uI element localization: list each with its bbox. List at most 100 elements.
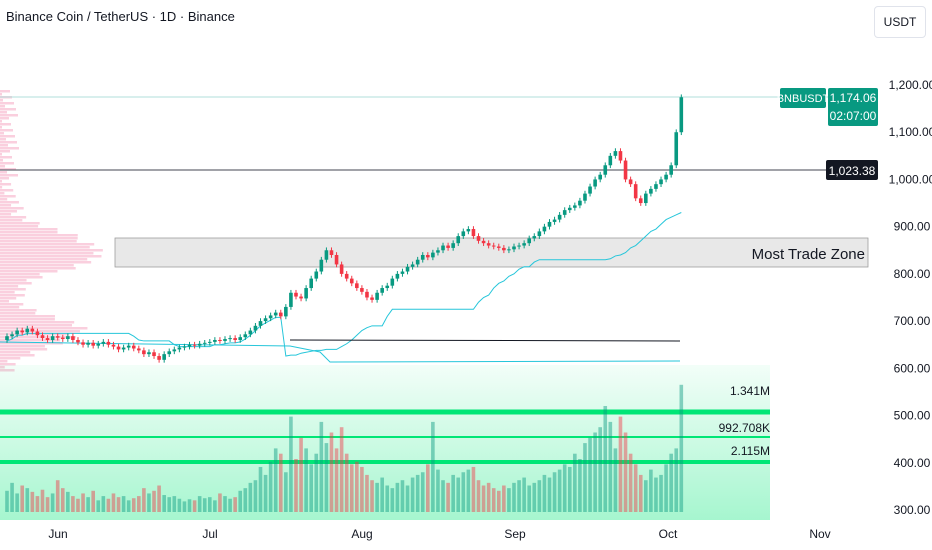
volume-bar <box>273 448 278 512</box>
volume-bar <box>669 453 673 512</box>
price-axis[interactable]: 1,200.00 1,100.00 1,000.00 900.00 800.00 700.… <box>889 78 932 517</box>
volume-bar <box>481 485 486 512</box>
candle-body <box>410 264 415 267</box>
price-tick: 600.00 <box>894 361 931 375</box>
candle-body <box>167 351 172 355</box>
candle-body <box>573 205 577 208</box>
volume-bar <box>147 493 151 512</box>
volume-bars <box>5 384 684 512</box>
candle-body <box>390 278 395 286</box>
profile-bar <box>0 90 10 93</box>
candle-body <box>446 245 450 248</box>
volume-bar <box>35 496 40 512</box>
time-axis[interactable]: Jun Jul Aug Sep Oct Nov <box>48 527 830 541</box>
volume-bar <box>370 480 374 512</box>
candle-body <box>91 342 95 346</box>
candle-body <box>111 344 116 347</box>
profile-bar <box>0 255 102 258</box>
candle-body <box>309 278 313 289</box>
profile-bar <box>0 315 55 318</box>
profile-bar <box>0 300 10 303</box>
volume-bar <box>324 443 329 512</box>
profile-bar <box>0 186 3 189</box>
volume-bar <box>507 488 511 512</box>
volume-bar <box>334 448 339 512</box>
candle-body <box>324 250 329 260</box>
volume-bar <box>157 485 161 512</box>
candle-body <box>542 226 547 232</box>
profile-bar <box>0 252 94 255</box>
profile-bar <box>0 321 75 324</box>
candle-body <box>491 245 496 247</box>
candle-body <box>339 264 344 274</box>
profile-bar <box>0 333 70 336</box>
last-price: 1,174.06 <box>830 91 877 105</box>
volume-bar <box>263 474 268 512</box>
profile-bar <box>0 363 16 366</box>
volume-bar <box>623 432 628 512</box>
candle-body <box>182 346 187 348</box>
candle-body <box>674 132 679 166</box>
candle-body <box>456 236 461 244</box>
volume-bar <box>547 477 552 512</box>
candle-body <box>618 151 623 161</box>
chart-title: Binance Coin / TetherUS · 1D · Binance <box>6 9 235 24</box>
volume-bar <box>603 406 608 512</box>
profile-bar <box>0 198 8 201</box>
profile-bar <box>0 150 11 153</box>
candle-body <box>481 240 486 244</box>
candle-body <box>360 288 364 292</box>
profile-bar <box>0 279 27 282</box>
volume-bar <box>532 482 537 512</box>
volume-bar <box>415 474 420 512</box>
candle-body <box>562 210 567 215</box>
currency-button[interactable]: USDT <box>874 6 926 38</box>
candle-body <box>679 97 684 133</box>
volume-bar <box>618 416 623 512</box>
candle-body <box>192 344 197 346</box>
candle-body <box>436 250 440 253</box>
profile-bar <box>0 306 20 309</box>
profile-bar <box>0 153 2 156</box>
candle-body <box>608 155 613 166</box>
candle-body <box>228 338 232 340</box>
volume-bar <box>502 485 506 512</box>
candle-body <box>71 336 75 340</box>
volume-bar <box>654 477 658 512</box>
candle-body <box>415 259 420 265</box>
volume-bar <box>71 496 75 512</box>
candle-body <box>380 288 384 293</box>
candle-body <box>375 292 379 300</box>
volume-bar <box>304 448 308 512</box>
candle-body <box>344 273 349 279</box>
trend-line-lower <box>0 341 681 363</box>
price-tick: 1,000.00 <box>889 172 932 186</box>
profile-bar <box>0 261 92 264</box>
candle-body <box>431 252 435 258</box>
volume-bar <box>106 498 111 512</box>
candle-body <box>507 249 511 251</box>
profile-bar <box>0 126 2 129</box>
profile-bar <box>0 210 17 213</box>
volume-bar <box>30 491 35 512</box>
candle-body <box>486 243 491 246</box>
volume-bar <box>116 497 121 512</box>
candle-body <box>578 200 582 206</box>
profile-bar <box>0 147 20 150</box>
profile-bar <box>0 111 7 114</box>
volume-bar <box>451 474 455 512</box>
volume-bar <box>390 488 395 512</box>
candle-body <box>202 342 207 344</box>
candle-body <box>40 335 45 339</box>
volume-bar <box>431 421 435 512</box>
trend-line-upper <box>6 212 682 357</box>
volume-bar <box>228 498 232 512</box>
profile-bar <box>0 240 77 243</box>
volume-bar <box>349 464 354 512</box>
volume-bar <box>55 480 60 512</box>
volume-bar <box>426 464 430 512</box>
time-tick: Jul <box>202 527 217 541</box>
candle-body <box>263 318 268 322</box>
vol-level-label-3: 2.115M <box>731 444 770 458</box>
